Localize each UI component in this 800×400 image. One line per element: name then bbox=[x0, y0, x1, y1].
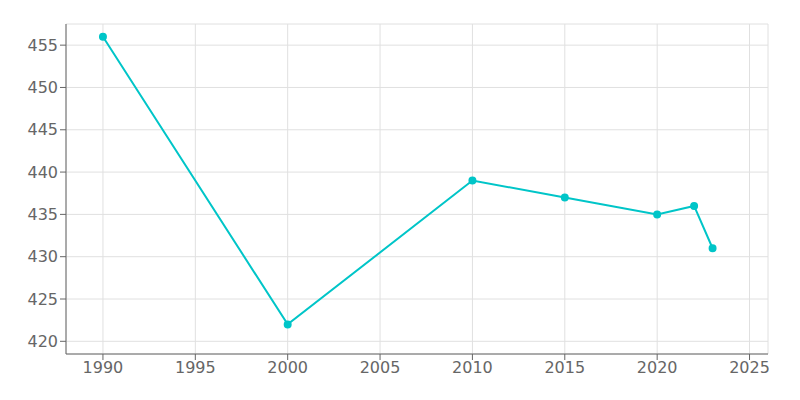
svg-text:445: 445 bbox=[27, 120, 58, 139]
svg-text:1995: 1995 bbox=[175, 358, 216, 377]
svg-text:2000: 2000 bbox=[267, 358, 308, 377]
svg-text:430: 430 bbox=[27, 247, 58, 266]
svg-text:450: 450 bbox=[27, 78, 58, 97]
svg-text:425: 425 bbox=[27, 290, 58, 309]
svg-text:440: 440 bbox=[27, 163, 58, 182]
svg-text:420: 420 bbox=[27, 332, 58, 351]
svg-text:1990: 1990 bbox=[83, 358, 124, 377]
svg-text:2015: 2015 bbox=[544, 358, 585, 377]
svg-text:435: 435 bbox=[27, 205, 58, 224]
svg-text:2005: 2005 bbox=[360, 358, 401, 377]
svg-text:2010: 2010 bbox=[452, 358, 493, 377]
svg-text:2025: 2025 bbox=[729, 358, 770, 377]
svg-text:455: 455 bbox=[27, 36, 58, 55]
svg-text:2020: 2020 bbox=[637, 358, 678, 377]
